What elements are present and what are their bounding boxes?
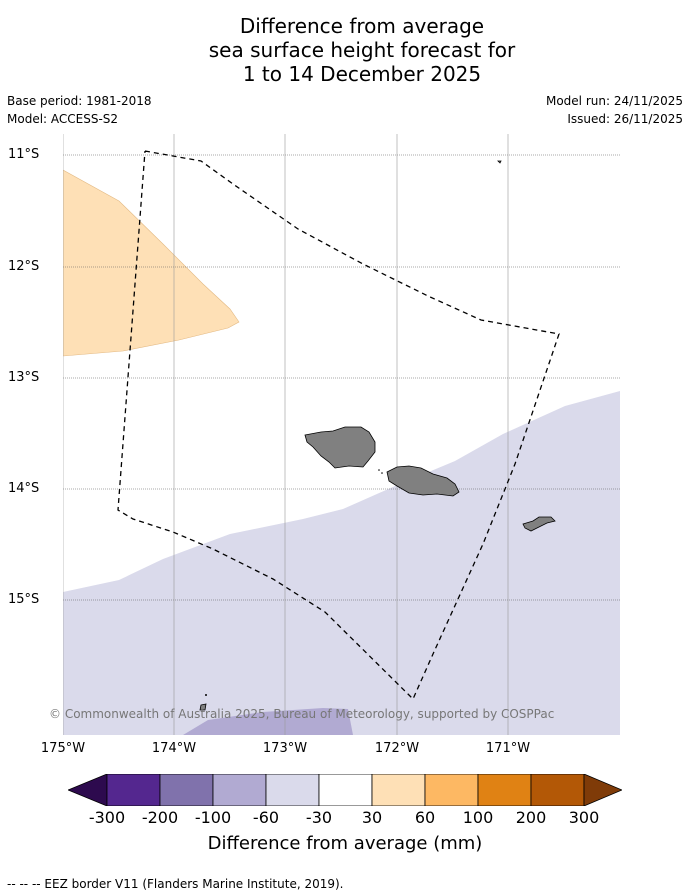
model-run: Model run: 24/11/2025 <box>545 94 683 108</box>
tutuila-island <box>522 516 556 532</box>
lat-label-14s: 14°S <box>8 481 40 496</box>
small-islet <box>381 472 383 474</box>
savaii-island <box>304 426 376 469</box>
colorbar-tick: 100 <box>462 808 494 827</box>
small-islet <box>205 694 207 696</box>
colorbar-tick: -200 <box>141 808 179 827</box>
title-line-3: 1 to 14 December 2025 <box>242 62 482 86</box>
small-islet <box>378 469 380 471</box>
colorbar-swatch <box>265 773 320 807</box>
title-line-1: Difference from average <box>239 14 485 38</box>
map-svg <box>63 134 620 735</box>
issued-date: Issued: 26/11/2025 <box>567 112 683 126</box>
lon-label-173w: 173°W <box>262 741 308 756</box>
chart-title: Difference from average sea surface heig… <box>0 14 690 86</box>
colorbar-extend-high <box>583 773 624 807</box>
colorbar-tick: 30 <box>361 808 383 827</box>
colorbar-swatch <box>371 773 426 807</box>
small-island-south <box>199 703 207 711</box>
lat-label-12s: 12°S <box>8 259 40 274</box>
colorbar-label: Difference from average (mm) <box>207 833 483 854</box>
model-name: Model: ACCESS-S2 <box>7 112 119 126</box>
title-line-2: sea surface height forecast for <box>208 38 516 62</box>
colorbar-swatch <box>318 773 373 807</box>
negative-anomaly-region <box>63 391 620 735</box>
positive-anomaly-region <box>63 169 240 357</box>
gridlines <box>63 134 620 735</box>
small-island-north <box>497 160 502 164</box>
colorbar-tick: 200 <box>515 808 547 827</box>
lon-label-175w: 175°W <box>40 741 86 756</box>
lat-label-11s: 11°S <box>8 147 40 162</box>
colorbar-swatch <box>530 773 585 807</box>
lon-label-172w: 172°W <box>374 741 420 756</box>
colorbar-tick: -300 <box>88 808 126 827</box>
colorbar-svg <box>66 773 624 807</box>
colorbar <box>66 773 624 810</box>
colorbar-swatch <box>106 773 161 807</box>
copyright-notice: © Commonwealth of Australia 2025, Bureau… <box>49 707 555 721</box>
map-area[interactable] <box>63 134 620 735</box>
colorbar-tick: -100 <box>194 808 232 827</box>
eez-border <box>117 150 560 701</box>
colorbar-tick: 60 <box>414 808 436 827</box>
colorbar-swatch <box>477 773 532 807</box>
colorbar-swatch <box>212 773 267 807</box>
colorbar-tick: -60 <box>252 808 280 827</box>
base-period: Base period: 1981-2018 <box>7 94 152 108</box>
lat-label-13s: 13°S <box>8 370 40 385</box>
colorbar-extend-low <box>66 773 108 807</box>
colorbar-tick: 300 <box>568 808 600 827</box>
lon-label-174w: 174°W <box>151 741 197 756</box>
eez-legend-note: -- -- -- EEZ border V11 (Flanders Marine… <box>7 877 344 891</box>
lon-label-171w: 171°W <box>485 741 531 756</box>
colorbar-swatch <box>159 773 214 807</box>
colorbar-tick: -30 <box>305 808 333 827</box>
colorbar-swatch <box>424 773 479 807</box>
lat-label-15s: 15°S <box>8 592 40 607</box>
upolu-island <box>386 465 460 497</box>
stronger-negative-anomaly-region <box>183 708 353 735</box>
